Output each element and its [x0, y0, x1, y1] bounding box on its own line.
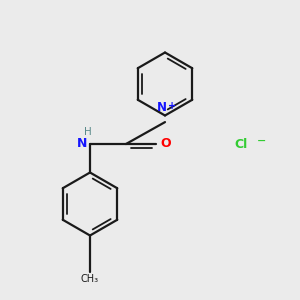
Text: −: −	[256, 135, 266, 146]
Text: N: N	[77, 136, 88, 150]
Text: +: +	[167, 101, 176, 111]
Text: CH₃: CH₃	[81, 274, 99, 284]
Text: Cl: Cl	[234, 137, 247, 151]
Text: O: O	[161, 137, 171, 150]
Text: H: H	[84, 128, 92, 137]
Text: N: N	[156, 101, 167, 114]
